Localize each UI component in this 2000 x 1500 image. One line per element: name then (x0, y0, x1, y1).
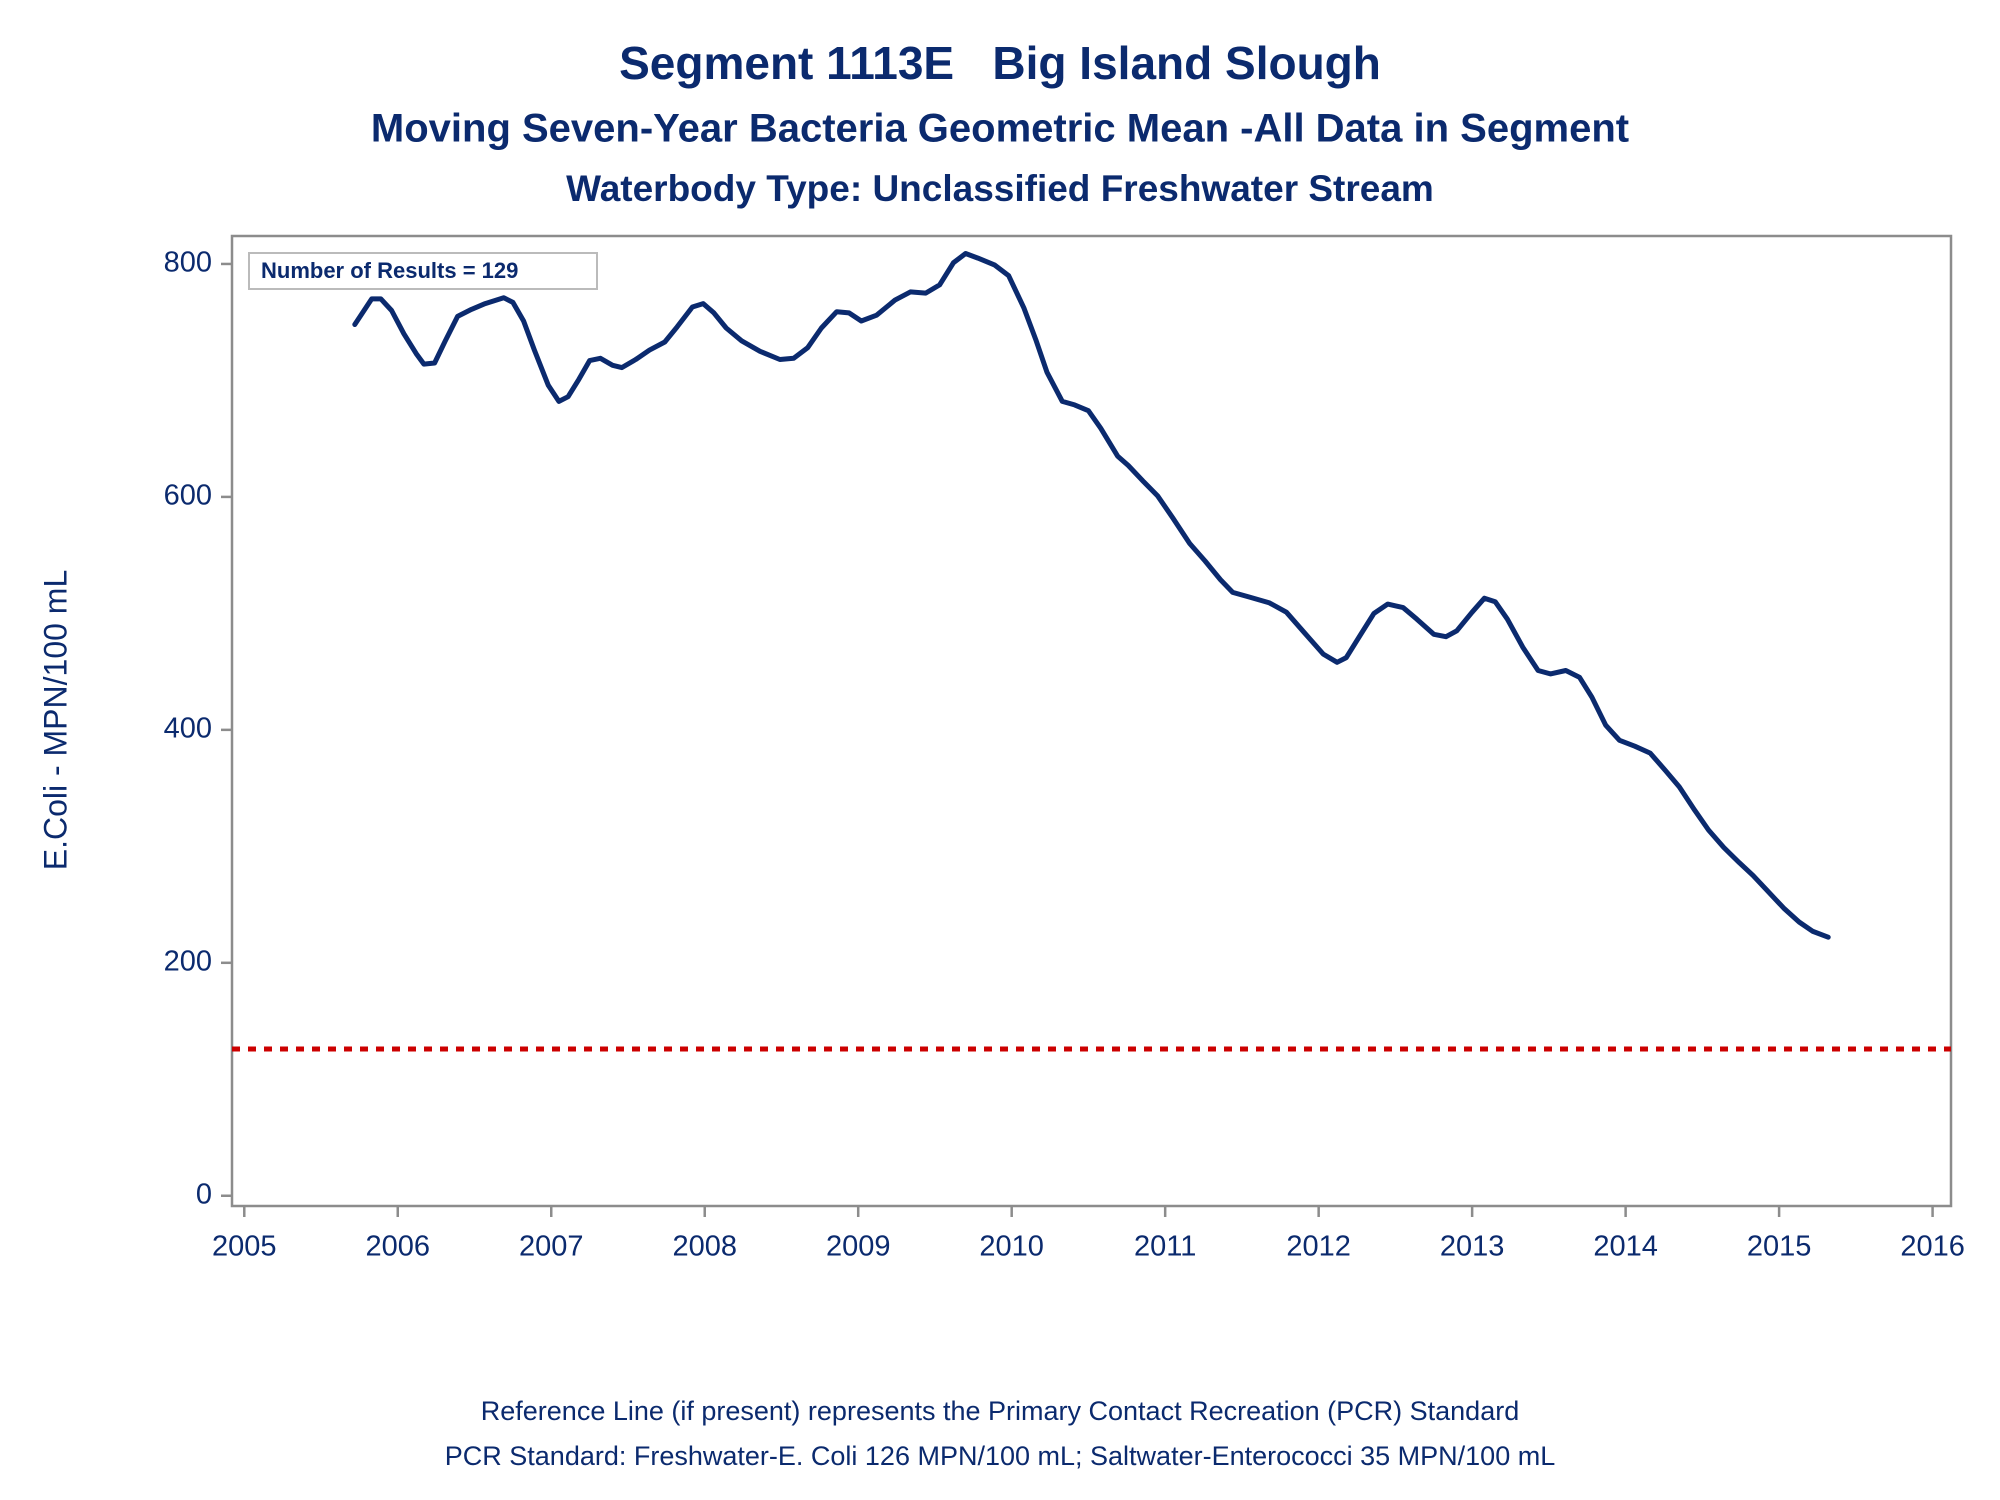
annotation-box (248, 252, 598, 290)
plot-frame (230, 234, 1953, 1208)
y-axis-label: E.Coli - MPN/100 mL (37, 570, 73, 871)
footnote: Reference Line (if present) represents t… (481, 1396, 1519, 1426)
x-tick-label: 2010 (979, 1231, 1044, 1263)
annotation: Number of Results = 129 (261, 258, 518, 283)
y-tick-label: 0 (196, 1178, 212, 1210)
x-tick-label: 2013 (1440, 1231, 1505, 1263)
x-tick-label: 2005 (212, 1231, 277, 1263)
x-tick-label: 2008 (672, 1231, 737, 1263)
x-tick-label: 2014 (1593, 1231, 1658, 1263)
x-tick-label: 2015 (1747, 1231, 1812, 1263)
x-tick-label: 2011 (1134, 1231, 1196, 1263)
y-tick-label: 200 (164, 945, 212, 977)
x-tick-label: 2009 (826, 1231, 891, 1263)
x-tick-label: 2012 (1286, 1231, 1351, 1263)
chart-subtitle: Waterbody Type: Unclassified Freshwater … (566, 168, 1434, 209)
x-tick-label: 2006 (366, 1231, 431, 1263)
footnote: PCR Standard: Freshwater-E. Coli 126 MPN… (445, 1441, 1555, 1471)
chart-subtitle: Moving Seven-Year Bacteria Geometric Mea… (371, 107, 1629, 151)
x-tick-label: 2007 (519, 1231, 584, 1263)
y-tick-label: 400 (164, 713, 212, 745)
chart-title: Segment 1113E Big Island Slough (619, 37, 1381, 89)
data-line (352, 251, 1831, 940)
y-tick-label: 600 (164, 480, 212, 512)
x-tick-label: 2016 (1900, 1231, 1965, 1263)
y-tick-label: 800 (164, 247, 212, 279)
